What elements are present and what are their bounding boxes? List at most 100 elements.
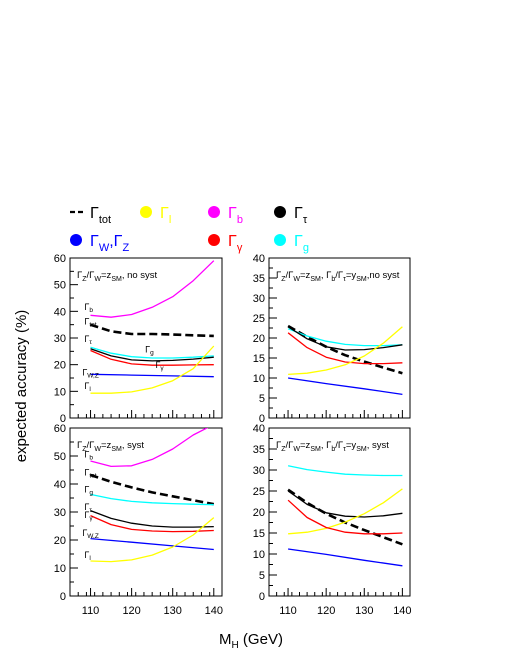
x-tick-label: 120 — [122, 605, 140, 617]
y-tick-label: 35 — [253, 444, 265, 456]
curve-label-sub: τ — [89, 339, 92, 346]
annotation-part: Z — [82, 446, 87, 453]
curve-label-sub: b — [89, 454, 93, 461]
legend-label-sub: l — [169, 214, 171, 226]
legend-label-sub: τ — [303, 214, 308, 226]
x-axis-label-base: M — [219, 631, 232, 648]
curve-label-tot: Γtot — [84, 468, 96, 480]
y-tick-label: 40 — [253, 253, 265, 265]
series-line-l — [288, 488, 403, 535]
series-line-b — [90, 260, 215, 318]
annotation-part: Z — [82, 276, 87, 283]
curve-label-gamma: Γγ — [84, 510, 93, 522]
curve-label-base: Γ — [84, 334, 89, 344]
series-line-tau — [90, 348, 214, 362]
y-tick-label: 5 — [259, 570, 265, 582]
curve-label-sub: tot — [89, 473, 96, 480]
curve-label-sub: l — [89, 386, 91, 393]
y-tick-label: 50 — [54, 451, 66, 463]
legend-label-base: Γ — [294, 233, 303, 250]
legend-label-base: Γ — [160, 205, 169, 222]
legend-label-base: Γ — [228, 233, 237, 250]
legend-item-b: Γb — [208, 205, 243, 226]
annotation-part: /Γ — [87, 440, 95, 451]
legend-swatch-tau — [274, 206, 286, 218]
legend-label-l: Γl — [160, 205, 171, 226]
series-line-g — [287, 465, 403, 477]
annotation-part: ,no syst — [367, 270, 400, 281]
y-tick-label: 0 — [60, 413, 66, 425]
curve-label-tot: Γtot — [84, 317, 96, 329]
annotation-part: , syst — [122, 440, 145, 451]
legend-label-g: Γg — [294, 233, 309, 254]
y-tick-label: 20 — [253, 333, 265, 345]
curve-label-sub: τ — [89, 507, 92, 514]
legend-item-l: Γl — [140, 205, 171, 226]
x-tick-label: 140 — [205, 605, 223, 617]
legend-label-base: Γ — [294, 205, 303, 222]
annotation-part: SM — [310, 446, 321, 453]
annotation-part: W — [94, 446, 101, 453]
legend-label-sub: γ — [237, 242, 243, 254]
curve-label-base: Γ — [84, 449, 89, 459]
series-line-tau — [287, 490, 403, 518]
legend-swatch-g — [274, 234, 286, 246]
legend-item-tot: Γtot — [70, 205, 111, 226]
legend-swatch-WZ — [70, 234, 82, 246]
y-tick-label: 30 — [253, 465, 265, 477]
series-line-gamma — [287, 332, 403, 365]
legend-label-WZ: ΓW,ΓZ — [90, 233, 129, 254]
y-tick-label: 30 — [253, 293, 265, 305]
legend-swatch-l — [140, 206, 152, 218]
curve-label-base: Γ — [82, 528, 87, 538]
series-line-WZ — [90, 373, 214, 378]
curve-label-base: Γ — [84, 484, 89, 494]
curve-label-base: Γ — [84, 381, 89, 391]
curve-label-l: Γl — [84, 381, 91, 393]
series-line-gamma — [90, 349, 214, 366]
series-line-g — [90, 346, 214, 359]
curve-label-tau: Γτ — [84, 502, 92, 514]
curve-label-sub: b — [89, 307, 93, 314]
y-tick-label: 20 — [253, 507, 265, 519]
panel-annotation: ΓZ/ΓW=zSM, Γb/Γτ=ySM,no syst — [276, 270, 400, 283]
series-line-g — [287, 328, 403, 347]
legend-label-sub: g — [303, 242, 309, 254]
annotation-part: b — [331, 446, 335, 453]
annotation-part: W — [293, 446, 300, 453]
annotation-part: Γ — [77, 270, 82, 281]
legend-label-base2: Γ — [114, 233, 123, 250]
y-tick-label: 35 — [253, 273, 265, 285]
panel-annotation: ΓZ/ΓW=zSM, syst — [77, 440, 144, 453]
y-tick-label: 0 — [259, 413, 265, 425]
x-tick-label: 130 — [164, 605, 182, 617]
legend-label-b: Γb — [228, 205, 243, 226]
legend-label-sub2: Z — [122, 242, 129, 254]
curve-label-sub: W,Z — [87, 533, 99, 540]
panel-annotation: ΓZ/ΓW=zSM, no syst — [77, 270, 158, 283]
legend-item-tau: Γτ — [274, 205, 308, 226]
legend-item-gamma: Γγ — [208, 233, 243, 254]
curve-label-base: Γ — [84, 502, 89, 512]
series-line-WZ — [90, 537, 214, 551]
series-line-tau — [287, 326, 403, 351]
x-tick-label: 140 — [393, 605, 411, 617]
series-line-tot — [287, 488, 403, 546]
panel-frame — [268, 427, 411, 597]
y-tick-label: 5 — [259, 393, 265, 405]
legend-label-sep: , — [109, 233, 113, 250]
x-axis-label-unit: (GeV) — [239, 631, 283, 648]
y-tick-label: 20 — [54, 360, 66, 372]
curve-label-base: Γ — [84, 550, 89, 560]
legend-label-sub: b — [237, 214, 243, 226]
y-axis-label: expected accuracy (%) — [13, 310, 30, 463]
legend-label-gamma: Γγ — [228, 233, 243, 254]
series-line-WZ — [288, 548, 403, 567]
annotation-part: W — [94, 276, 101, 283]
y-tick-label: 10 — [54, 563, 66, 575]
y-tick-label: 20 — [54, 535, 66, 547]
curve-label-base: Γ — [84, 468, 89, 478]
y-tick-label: 50 — [54, 280, 66, 292]
annotation-part: =y — [346, 440, 357, 451]
